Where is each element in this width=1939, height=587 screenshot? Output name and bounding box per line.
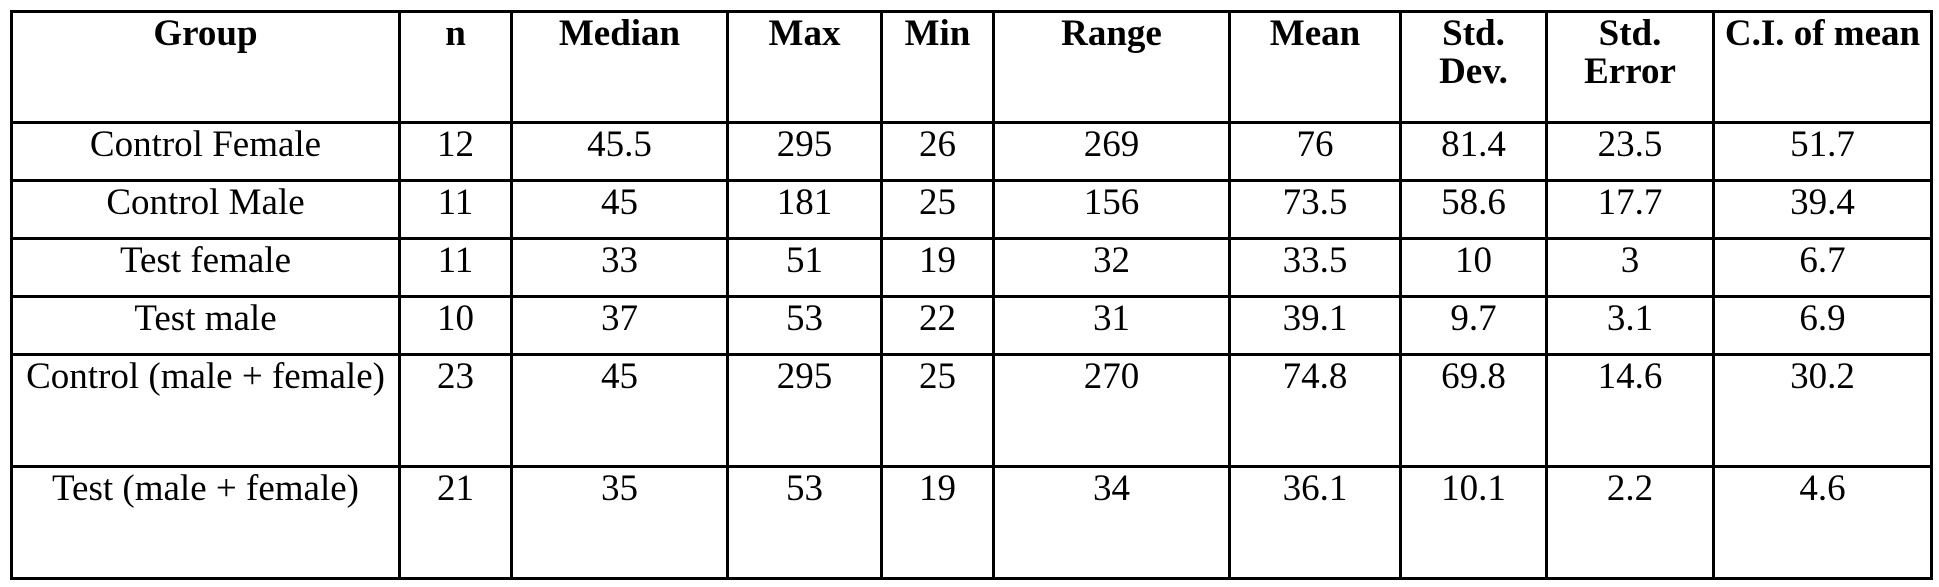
table-row: Test female113351193233.51036.7 <box>12 239 1932 297</box>
value-cell: 19 <box>882 467 994 579</box>
table-row: Control Female1245.5295262697681.423.551… <box>12 123 1932 181</box>
value-cell: 58.6 <box>1401 181 1547 239</box>
value-cell: 2.2 <box>1547 467 1714 579</box>
value-cell: 45 <box>512 355 728 467</box>
value-cell: 33.5 <box>1230 239 1401 297</box>
column-header: Median <box>512 12 728 123</box>
value-cell: 4.6 <box>1714 467 1932 579</box>
value-cell: 12 <box>400 123 512 181</box>
value-cell: 34 <box>994 467 1230 579</box>
value-cell: 51 <box>728 239 882 297</box>
column-header: Std. Error <box>1547 12 1714 123</box>
value-cell: 10.1 <box>1401 467 1547 579</box>
value-cell: 10 <box>400 297 512 355</box>
value-cell: 22 <box>882 297 994 355</box>
value-cell: 31 <box>994 297 1230 355</box>
value-cell: 23 <box>400 355 512 467</box>
group-cell: Test male <box>12 297 400 355</box>
value-cell: 53 <box>728 467 882 579</box>
value-cell: 270 <box>994 355 1230 467</box>
header-row: GroupnMedianMaxMinRangeMeanStd. Dev.Std.… <box>12 12 1932 123</box>
value-cell: 45 <box>512 181 728 239</box>
table-row: Control (male + female)23452952527074.86… <box>12 355 1932 467</box>
group-cell: Control Male <box>12 181 400 239</box>
value-cell: 11 <box>400 239 512 297</box>
value-cell: 269 <box>994 123 1230 181</box>
value-cell: 26 <box>882 123 994 181</box>
value-cell: 53 <box>728 297 882 355</box>
value-cell: 39.1 <box>1230 297 1401 355</box>
value-cell: 23.5 <box>1547 123 1714 181</box>
value-cell: 32 <box>994 239 1230 297</box>
column-header: n <box>400 12 512 123</box>
value-cell: 25 <box>882 355 994 467</box>
value-cell: 3 <box>1547 239 1714 297</box>
group-cell: Control Female <box>12 123 400 181</box>
value-cell: 3.1 <box>1547 297 1714 355</box>
value-cell: 76 <box>1230 123 1401 181</box>
value-cell: 10 <box>1401 239 1547 297</box>
column-header: C.I. of mean <box>1714 12 1932 123</box>
column-header: Group <box>12 12 400 123</box>
value-cell: 39.4 <box>1714 181 1932 239</box>
value-cell: 19 <box>882 239 994 297</box>
group-cell: Test (male + female) <box>12 467 400 579</box>
value-cell: 11 <box>400 181 512 239</box>
value-cell: 21 <box>400 467 512 579</box>
group-cell: Test female <box>12 239 400 297</box>
value-cell: 25 <box>882 181 994 239</box>
value-cell: 30.2 <box>1714 355 1932 467</box>
value-cell: 69.8 <box>1401 355 1547 467</box>
value-cell: 45.5 <box>512 123 728 181</box>
column-header: Range <box>994 12 1230 123</box>
value-cell: 36.1 <box>1230 467 1401 579</box>
value-cell: 37 <box>512 297 728 355</box>
column-header: Max <box>728 12 882 123</box>
value-cell: 6.7 <box>1714 239 1932 297</box>
group-cell: Control (male + female) <box>12 355 400 467</box>
value-cell: 35 <box>512 467 728 579</box>
value-cell: 33 <box>512 239 728 297</box>
value-cell: 156 <box>994 181 1230 239</box>
column-header: Min <box>882 12 994 123</box>
column-header: Mean <box>1230 12 1401 123</box>
value-cell: 51.7 <box>1714 123 1932 181</box>
value-cell: 74.8 <box>1230 355 1401 467</box>
column-header: Std. Dev. <box>1401 12 1547 123</box>
value-cell: 17.7 <box>1547 181 1714 239</box>
value-cell: 81.4 <box>1401 123 1547 181</box>
table-row: Test (male + female)213553193436.110.12.… <box>12 467 1932 579</box>
value-cell: 295 <box>728 123 882 181</box>
statistics-table: GroupnMedianMaxMinRangeMeanStd. Dev.Std.… <box>10 10 1933 580</box>
table-row: Control Male11451812515673.558.617.739.4 <box>12 181 1932 239</box>
value-cell: 6.9 <box>1714 297 1932 355</box>
value-cell: 295 <box>728 355 882 467</box>
value-cell: 73.5 <box>1230 181 1401 239</box>
value-cell: 14.6 <box>1547 355 1714 467</box>
value-cell: 181 <box>728 181 882 239</box>
table-row: Test male103753223139.19.73.16.9 <box>12 297 1932 355</box>
value-cell: 9.7 <box>1401 297 1547 355</box>
